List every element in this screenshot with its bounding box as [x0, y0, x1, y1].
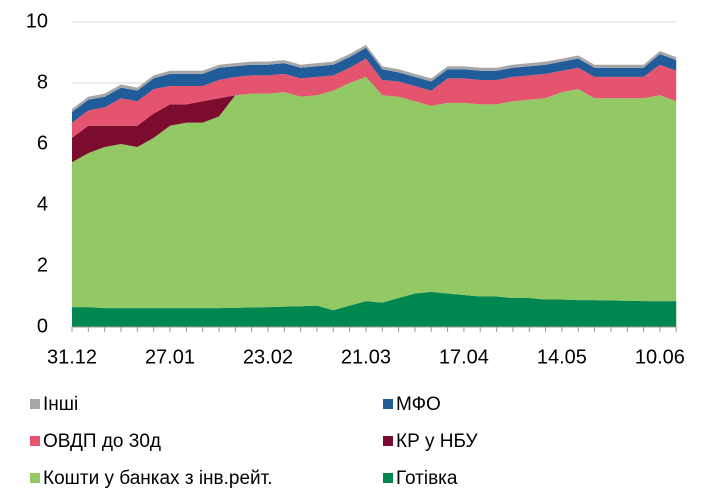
x-tick-label: 17.04: [439, 346, 489, 368]
legend-swatch: [30, 399, 40, 409]
area: [72, 58, 677, 138]
legend-label: МФО: [396, 394, 441, 415]
legend-swatch: [383, 473, 393, 483]
legend-label: КР у НБУ: [396, 431, 479, 452]
legend-label: Готівка: [396, 468, 458, 489]
x-tick-label: 10.06: [635, 346, 685, 368]
area: [72, 291, 677, 327]
legend-label: Кошти у банках з інв.рейт.: [43, 468, 273, 489]
legend-swatch: [383, 399, 393, 409]
area: [72, 44, 677, 112]
area: [72, 76, 677, 311]
x-tick-label: 27.01: [145, 346, 195, 368]
x-tick-label: 23.02: [243, 346, 293, 368]
legend-label: Інші: [43, 394, 78, 415]
y-tick-label: 0: [37, 315, 48, 337]
legend: Інші МФО ОВДП до 30д КР у НБУ Кошти у банках…: [30, 394, 479, 489]
y-tick-label: 8: [37, 71, 48, 93]
legend-swatch: [30, 436, 40, 446]
x-tick-label: 14.05: [537, 346, 587, 368]
y-tick-label: 6: [37, 132, 48, 154]
y-tick-label: 2: [37, 254, 48, 276]
y-tick-label: 4: [37, 193, 48, 215]
legend-label: ОВДП до 30д: [43, 431, 161, 452]
area: [72, 47, 677, 123]
y-tick-label: 10: [26, 10, 48, 32]
x-tick-label: 21.03: [341, 346, 391, 368]
area: [72, 76, 677, 163]
legend-swatch: [30, 473, 40, 483]
x-tick-label: 31.12: [47, 346, 97, 368]
legend-swatch: [383, 436, 393, 446]
